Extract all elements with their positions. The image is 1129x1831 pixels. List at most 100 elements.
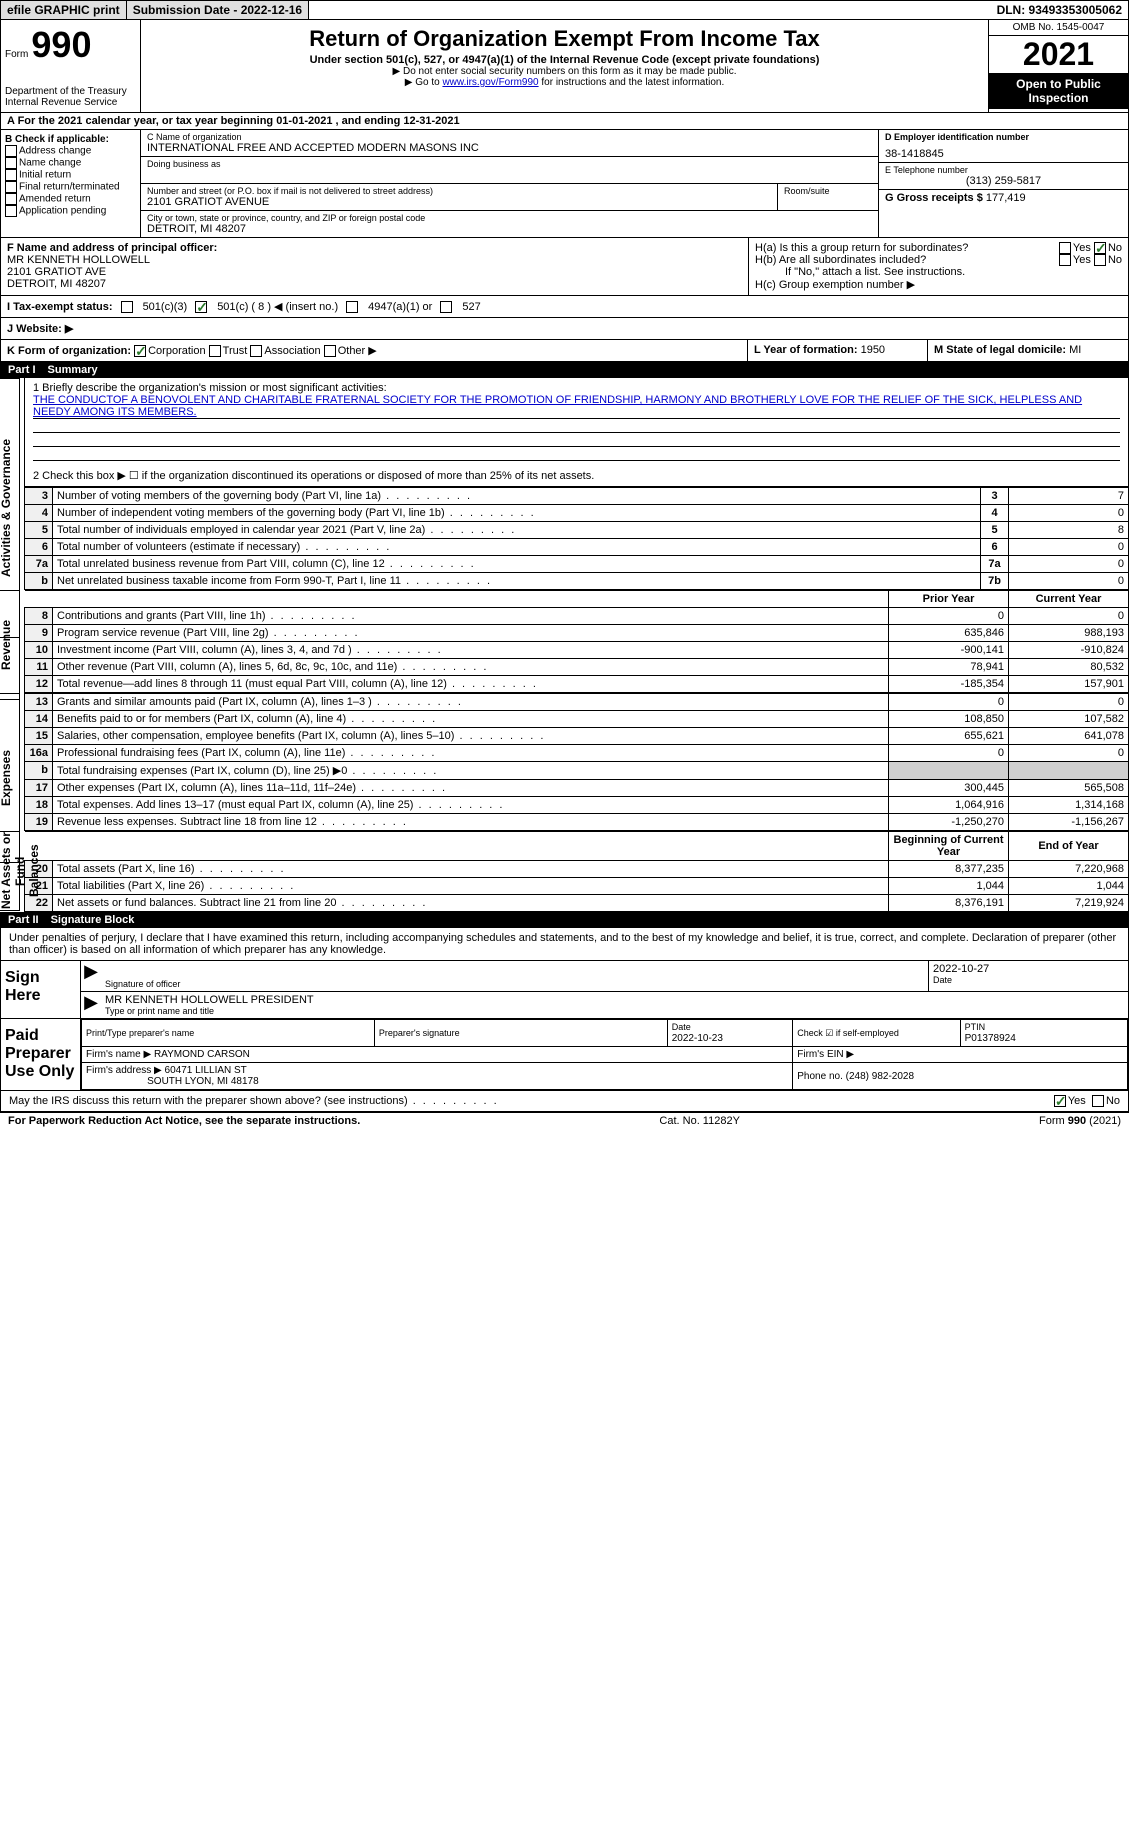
discuss-yes[interactable] <box>1054 1095 1066 1107</box>
revenue-table: Prior YearCurrent Year 8 Contributions a… <box>24 590 1129 693</box>
row-num: 19 <box>25 814 53 831</box>
row-num: 14 <box>25 711 53 728</box>
top-bar: efile GRAPHIC print Submission Date - 20… <box>0 0 1129 20</box>
self-employed-check[interactable]: Check ☑ if self-employed <box>797 1028 899 1038</box>
row-label: Number of independent voting members of … <box>53 505 981 522</box>
prior-year-value: 635,846 <box>889 625 1009 642</box>
row-value: 0 <box>1009 556 1129 573</box>
sig-arrow-icon-2: ▶ <box>81 992 101 1018</box>
row-value: 0 <box>1009 505 1129 522</box>
ha-no[interactable] <box>1094 242 1106 254</box>
row-label: Number of voting members of the governin… <box>53 488 981 505</box>
row-num: 11 <box>25 659 53 676</box>
row-label: Other revenue (Part VIII, column (A), li… <box>53 659 889 676</box>
gross-receipts-label: G Gross receipts $ <box>885 192 983 204</box>
row-num: 18 <box>25 797 53 814</box>
form-footer: Form 990 (2021) <box>1039 1115 1121 1127</box>
row-label: Contributions and grants (Part VIII, lin… <box>53 608 889 625</box>
prior-year-value: 1,044 <box>889 878 1009 895</box>
paid-preparer-block: Paid Preparer Use Only Print/Type prepar… <box>0 1019 1129 1091</box>
firm-name: RAYMOND CARSON <box>154 1049 250 1060</box>
current-year-value <box>1009 762 1129 780</box>
current-year-value: 1,314,168 <box>1009 797 1129 814</box>
check-association[interactable] <box>250 345 262 357</box>
prior-year-value: -900,141 <box>889 642 1009 659</box>
row-num: 16a <box>25 745 53 762</box>
current-year-value: 565,508 <box>1009 780 1129 797</box>
row-num: 13 <box>25 694 53 711</box>
row-label: Total expenses. Add lines 13–17 (must eq… <box>53 797 889 814</box>
ha-yes[interactable] <box>1059 242 1071 254</box>
officer-addr2: DETROIT, MI 48207 <box>7 278 742 290</box>
check-other[interactable] <box>324 345 336 357</box>
mission-text: THE CONDUCTOF A BENOVOLENT AND CHARITABL… <box>33 394 1120 419</box>
form-subtitle: Under section 501(c), 527, or 4947(a)(1)… <box>149 54 980 66</box>
tax-exempt-status-row: I Tax-exempt status: 501(c)(3) 501(c) ( … <box>0 296 1129 318</box>
current-year-value: 988,193 <box>1009 625 1129 642</box>
check-trust[interactable] <box>209 345 221 357</box>
irs-link[interactable]: www.irs.gov/Form990 <box>442 77 538 88</box>
pra-notice: For Paperwork Reduction Act Notice, see … <box>8 1115 360 1127</box>
ptin: P01378924 <box>965 1033 1016 1044</box>
year-formation: 1950 <box>861 344 885 356</box>
row-num: b <box>25 762 53 780</box>
row-box: 7b <box>981 573 1009 590</box>
current-year-value: 107,582 <box>1009 711 1129 728</box>
row-value: 7 <box>1009 488 1129 505</box>
row-label: Grants and similar amounts paid (Part IX… <box>53 694 889 711</box>
city-state-zip: DETROIT, MI 48207 <box>147 223 872 235</box>
current-year-value: 0 <box>1009 745 1129 762</box>
street-address: 2101 GRATIOT AVENUE <box>147 196 771 208</box>
form-header: Form 990 Department of the Treasury Inte… <box>0 20 1129 113</box>
dept-treasury: Department of the Treasury <box>5 86 136 97</box>
state-domicile: MI <box>1069 344 1081 356</box>
phone-value: (313) 259-5817 <box>885 175 1122 187</box>
row-label: Revenue less expenses. Subtract line 18 … <box>53 814 889 831</box>
officer-group-block: F Name and address of principal officer:… <box>0 238 1129 296</box>
row-num: 8 <box>25 608 53 625</box>
row-value: 0 <box>1009 539 1129 556</box>
row-label: Program service revenue (Part VIII, line… <box>53 625 889 642</box>
prior-year-value: -1,250,270 <box>889 814 1009 831</box>
page-footer: For Paperwork Reduction Act Notice, see … <box>0 1112 1129 1129</box>
prior-year-value: -185,354 <box>889 676 1009 693</box>
org-name-label: C Name of organization <box>147 132 872 142</box>
row-label: Total number of individuals employed in … <box>53 522 981 539</box>
officer-sig-label: Signature of officer <box>105 979 924 989</box>
row-num: b <box>25 573 53 590</box>
firm-phone: (248) 982-2028 <box>846 1071 914 1082</box>
gross-receipts-value: 177,419 <box>986 192 1026 204</box>
efile-print-button[interactable]: efile GRAPHIC print <box>1 1 127 19</box>
prior-year-value: 8,377,235 <box>889 861 1009 878</box>
check-amended[interactable] <box>5 193 17 205</box>
check-final-return[interactable] <box>5 181 17 193</box>
ein-value: 38-1418845 <box>885 148 1122 160</box>
check-527[interactable] <box>440 301 452 313</box>
prior-year-value: 108,850 <box>889 711 1009 728</box>
hb-yes[interactable] <box>1059 254 1071 266</box>
check-501c[interactable] <box>195 301 207 313</box>
row-num: 17 <box>25 780 53 797</box>
row-num: 4 <box>25 505 53 522</box>
hb-no[interactable] <box>1094 254 1106 266</box>
check-501c3[interactable] <box>121 301 133 313</box>
check-name-change[interactable] <box>5 157 17 169</box>
row-label: Total unrelated business revenue from Pa… <box>53 556 981 573</box>
check-initial-return[interactable] <box>5 169 17 181</box>
sign-here-label: Sign Here <box>1 961 81 1018</box>
check-corporation[interactable] <box>134 345 146 357</box>
cat-no: Cat. No. 11282Y <box>659 1115 740 1127</box>
expenses-table: 13 Grants and similar amounts paid (Part… <box>24 693 1129 831</box>
tab-net-assets: Net Assets or Fund Balances <box>0 831 20 911</box>
check-4947[interactable] <box>346 301 358 313</box>
row-label: Total number of volunteers (estimate if … <box>53 539 981 556</box>
check-address-change[interactable] <box>5 145 17 157</box>
row-label: Investment income (Part VIII, column (A)… <box>53 642 889 659</box>
current-year-value: 157,901 <box>1009 676 1129 693</box>
tax-period: A For the 2021 calendar year, or tax yea… <box>0 113 1129 130</box>
check-application-pending[interactable] <box>5 205 17 217</box>
discuss-row: May the IRS discuss this return with the… <box>0 1091 1129 1112</box>
discuss-no[interactable] <box>1092 1095 1104 1107</box>
prior-year-value: 655,621 <box>889 728 1009 745</box>
row-box: 3 <box>981 488 1009 505</box>
